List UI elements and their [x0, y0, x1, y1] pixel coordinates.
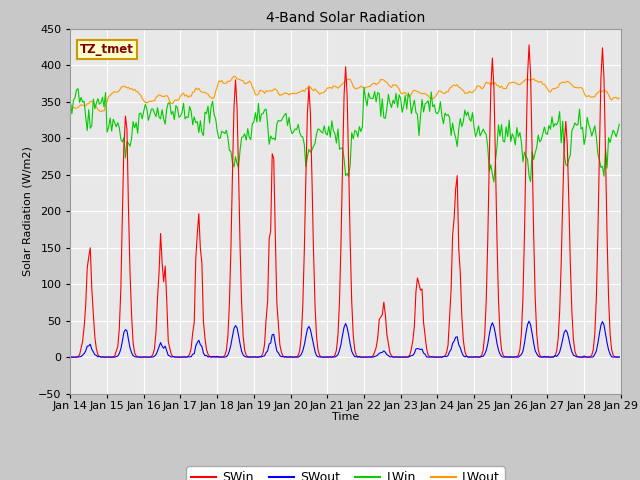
LWout [233, 76, 241, 82]
LWin [67, 99, 74, 105]
SWout [525, 318, 533, 324]
Line: SWout: SWout [70, 321, 620, 357]
LWin [360, 84, 368, 90]
LWin [258, 111, 266, 117]
SWin [134, 354, 141, 360]
LWin [248, 121, 256, 127]
SWin [67, 354, 74, 360]
LWout [97, 109, 105, 115]
Y-axis label: Solar Radiation (W/m2): Solar Radiation (W/m2) [22, 146, 33, 276]
SWout [68, 354, 76, 360]
LWin [230, 164, 238, 170]
SWout [67, 354, 74, 360]
LWout [136, 91, 143, 97]
Line: LWin: LWin [70, 87, 620, 182]
SWout [259, 353, 267, 359]
SWin [307, 111, 314, 117]
X-axis label: Time: Time [332, 412, 359, 422]
LWout [260, 90, 268, 96]
SWin [616, 354, 623, 360]
LWin [307, 149, 314, 155]
SWin [525, 42, 533, 48]
LWin [490, 179, 498, 185]
Text: TZ_tmet: TZ_tmet [80, 43, 134, 56]
Title: 4-Band Solar Radiation: 4-Band Solar Radiation [266, 11, 425, 25]
LWin [588, 133, 596, 139]
LWin [134, 131, 141, 136]
SWout [136, 354, 143, 360]
SWin [248, 354, 256, 360]
LWout [588, 95, 596, 100]
SWout [250, 354, 258, 360]
LWout [67, 102, 74, 108]
SWout [588, 354, 596, 360]
LWin [616, 121, 623, 127]
LWout [616, 95, 623, 101]
SWin [230, 104, 238, 110]
Legend: SWin, SWout, LWin, LWout: SWin, SWout, LWin, LWout [186, 467, 505, 480]
SWin [360, 354, 368, 360]
SWin [258, 353, 266, 359]
Line: SWin: SWin [70, 45, 620, 357]
Line: LWout: LWout [70, 76, 620, 112]
SWout [308, 334, 316, 340]
SWout [616, 354, 623, 360]
SWin [588, 352, 596, 358]
LWout [252, 92, 259, 97]
LWout [310, 88, 317, 94]
LWout [230, 73, 238, 79]
SWout [232, 323, 239, 328]
